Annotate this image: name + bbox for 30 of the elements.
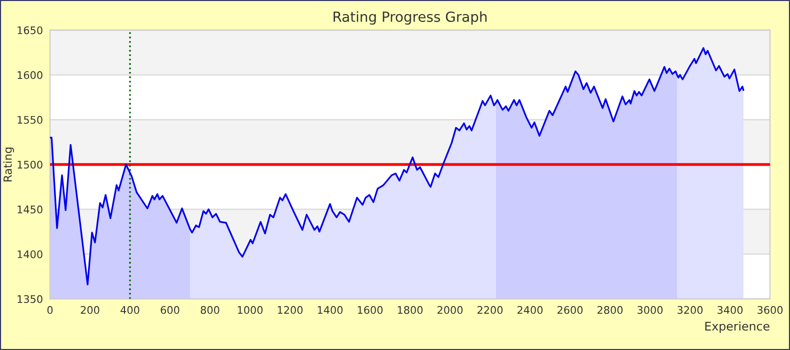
x-tick-label: 1600 [358,306,383,314]
x-tick-label: 200 [80,306,100,314]
x-tick-label: 2000 [438,306,463,314]
chart-title: Rating Progress Graph [334,11,487,25]
x-tick-label: 1200 [278,306,303,314]
y-tick-label: 1500 [18,160,42,169]
x-tick-label: 1400 [318,306,343,314]
y-tick-label: 1400 [18,250,42,258]
x-tick-label: 3400 [718,306,743,314]
x-tick-label: 2400 [518,306,543,314]
x-tick-label: 1800 [398,306,423,314]
y-tick-label: 1550 [18,116,42,124]
x-tick-label: 0 [47,306,53,314]
x-tick-label: 2600 [558,306,583,314]
x-tick-label: 2200 [478,306,503,314]
x-tick-label: 2800 [598,306,623,314]
x-tick-label: 600 [160,306,180,314]
x-tick-label: 3200 [678,306,703,314]
y-tick-label: 1600 [18,71,42,80]
y-axis-title: Rating [3,148,14,182]
y-tick-label: 1450 [18,206,42,214]
x-tick-label: 400 [120,306,140,314]
x-tick-label: 3000 [638,306,663,314]
y-tick-label: 1350 [18,295,42,304]
y-tick-label: 1650 [18,26,42,34]
x-axis-title: Experience [705,321,770,333]
line-series [50,47,744,286]
x-tick-label: 800 [200,306,220,314]
x-tick-label: 3600 [758,306,783,314]
x-tick-label: 1000 [238,306,263,314]
